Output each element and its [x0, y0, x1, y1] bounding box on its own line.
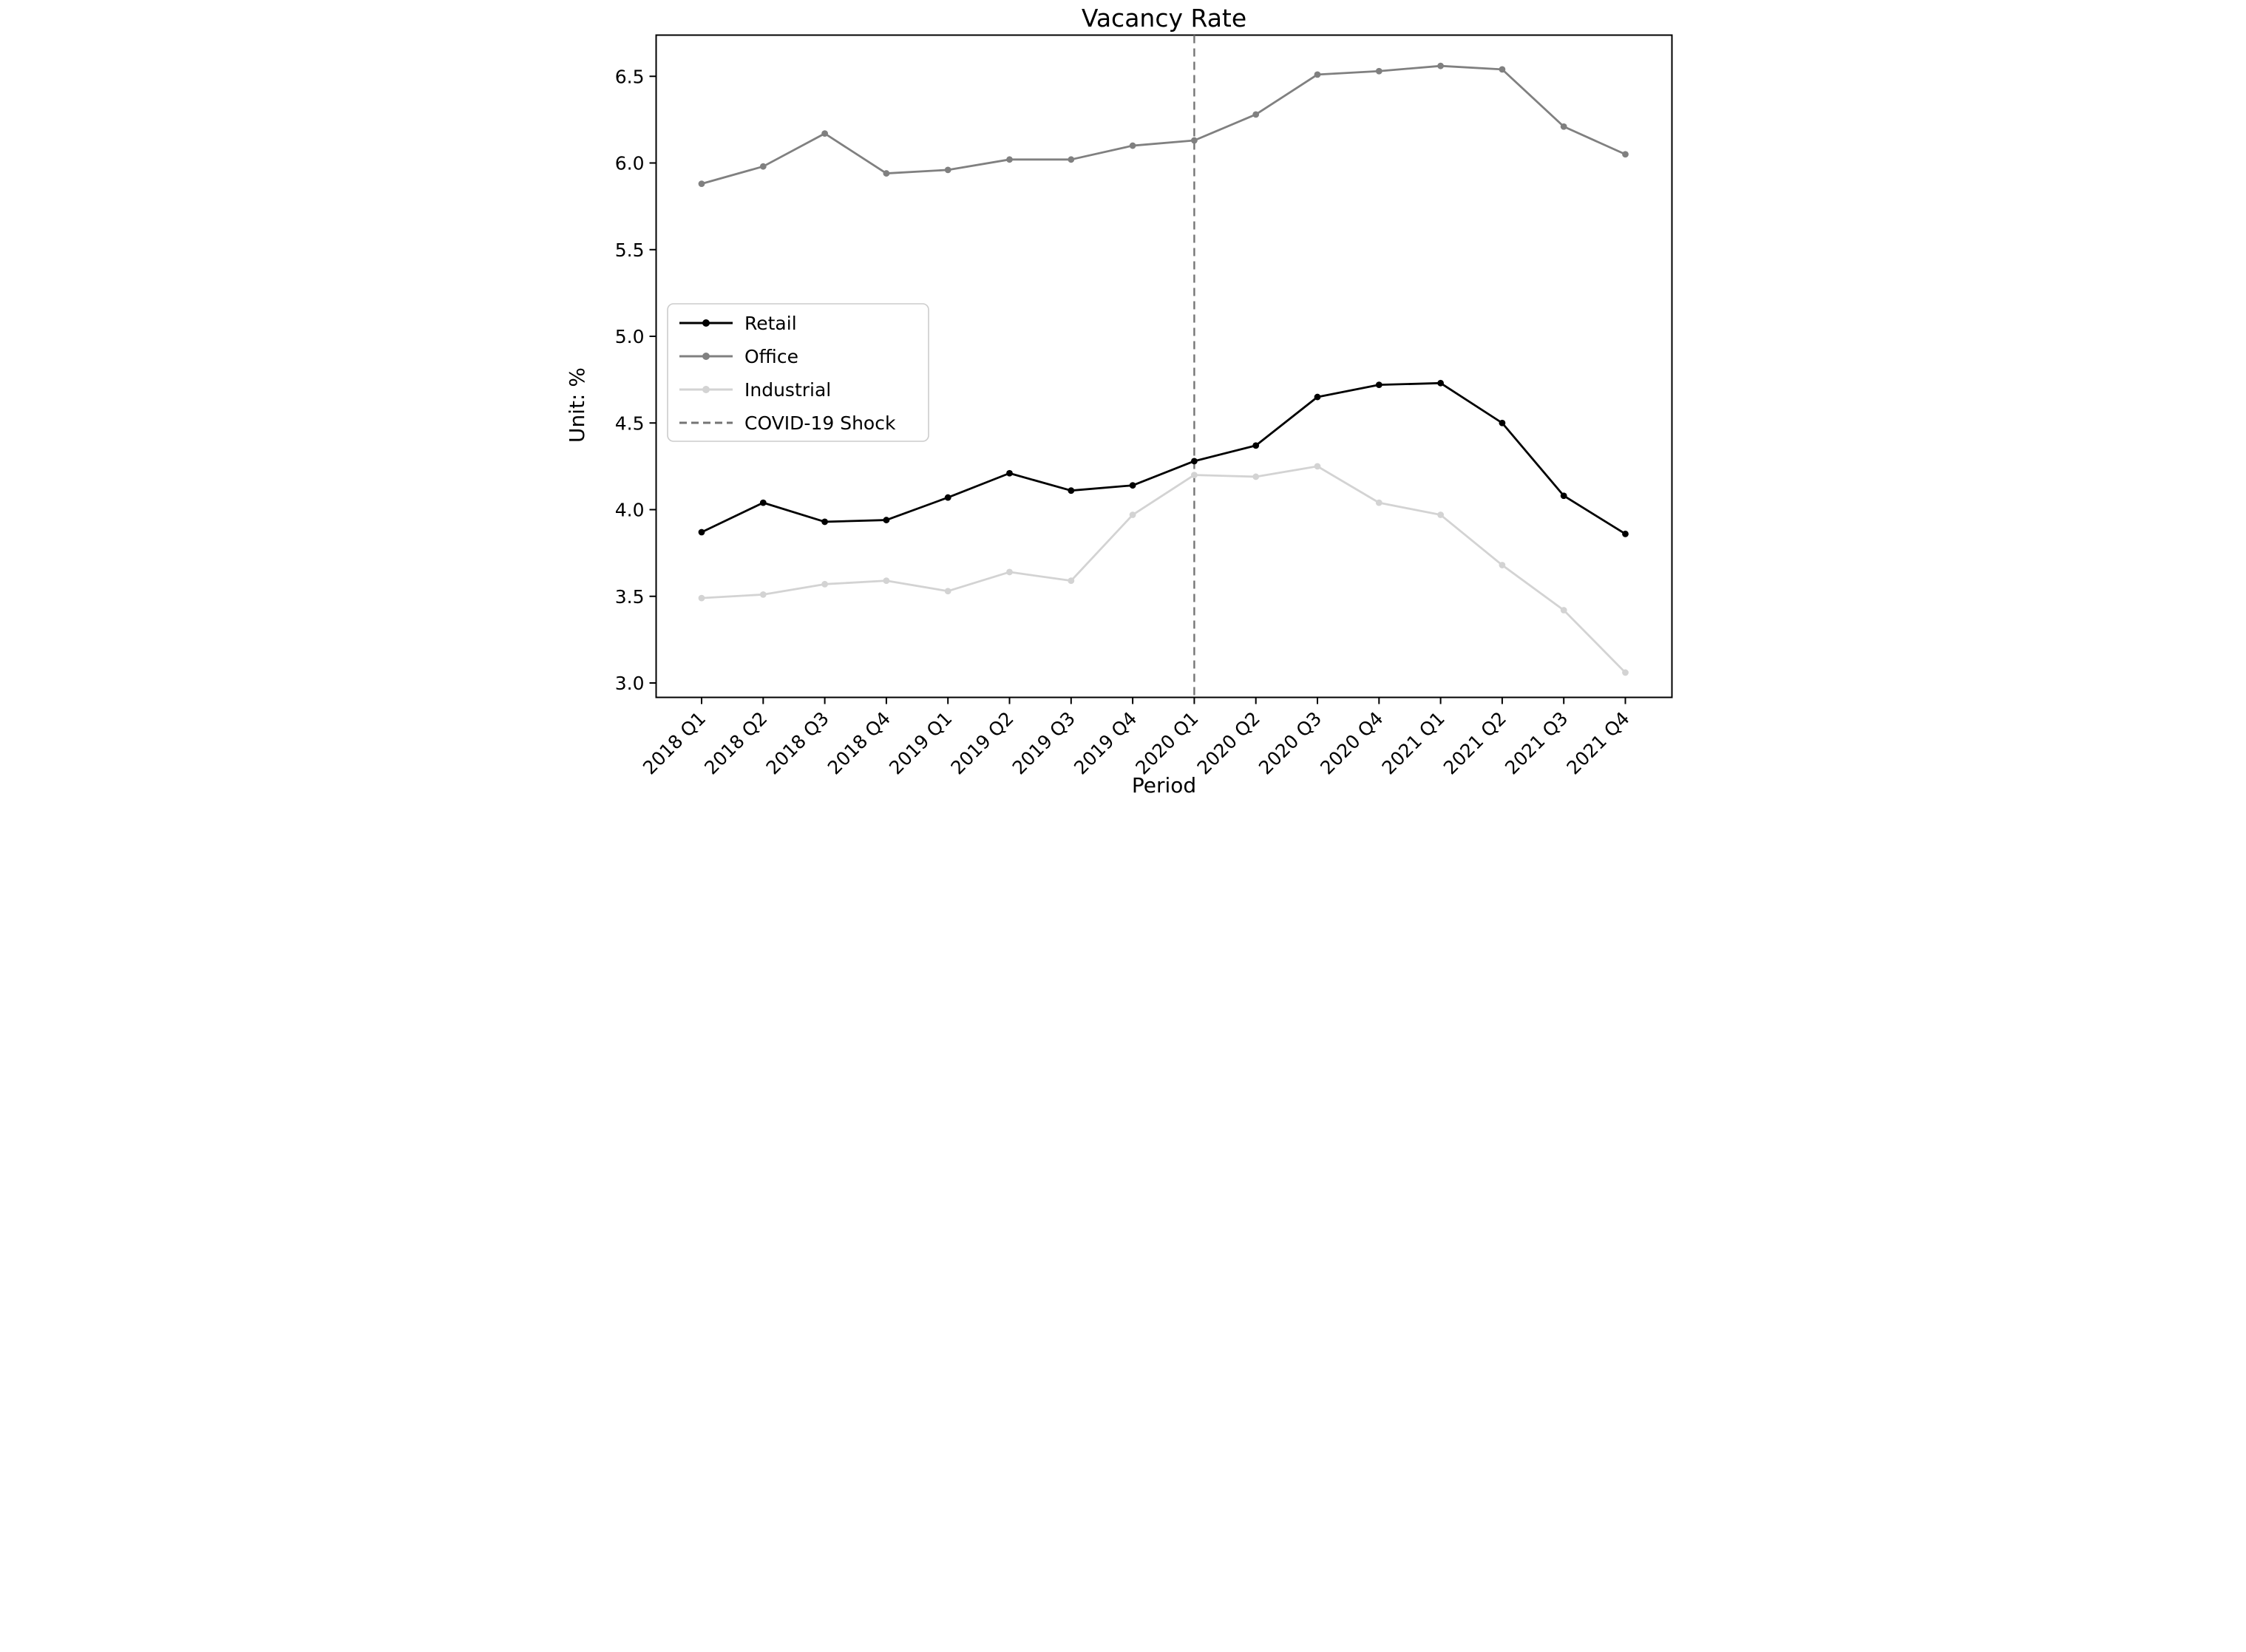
office-marker — [1621, 151, 1629, 158]
industrial-marker — [944, 588, 951, 595]
office-marker — [759, 163, 767, 170]
industrial-marker — [1067, 577, 1074, 585]
retail-marker — [698, 528, 705, 536]
x-tick-label: 2021 Q3 — [1501, 707, 1572, 778]
x-tick-label: 2018 Q3 — [761, 707, 832, 778]
industrial-marker — [1560, 607, 1567, 613]
legend-sample-marker — [702, 386, 710, 393]
retail-marker — [1067, 487, 1074, 494]
office-marker — [1005, 156, 1013, 163]
office-marker — [1436, 62, 1444, 69]
office-marker — [1067, 156, 1074, 163]
x-tick-label: 2020 Q3 — [1254, 707, 1325, 778]
office-marker — [944, 166, 951, 174]
x-tick-label: 2020 Q2 — [1192, 707, 1263, 778]
y-axis-title: Unit: % — [565, 367, 589, 443]
industrial-series-line — [701, 465, 1626, 673]
x-tick-label: 2019 Q3 — [1008, 707, 1079, 778]
legend-sample-marker — [702, 353, 710, 360]
industrial-marker — [1252, 473, 1259, 480]
office-marker — [883, 170, 889, 177]
legend-sample-marker — [702, 319, 710, 327]
legend-item-label: COVID-19 Shock — [744, 412, 896, 434]
x-tick-label: 2021 Q2 — [1439, 707, 1510, 778]
retail-marker — [821, 518, 828, 526]
industrial-marker — [1005, 568, 1013, 576]
x-axis-title: Period — [1131, 773, 1195, 798]
legend-item-label: Industrial — [744, 379, 831, 401]
y-tick-label: 5.5 — [614, 239, 644, 261]
industrial-marker — [1621, 669, 1629, 676]
industrial-marker — [821, 580, 828, 588]
retail-marker — [1560, 492, 1567, 500]
office-marker — [1499, 66, 1505, 73]
x-tick-label: 2021 Q1 — [1377, 707, 1448, 778]
x-tick-label: 2021 Q4 — [1562, 707, 1633, 778]
x-tick-label: 2019 Q2 — [946, 707, 1017, 778]
y-tick-label: 5.0 — [614, 326, 644, 347]
retail-marker — [1436, 379, 1444, 387]
industrial-marker — [759, 591, 767, 598]
y-tick-label: 4.5 — [614, 412, 644, 434]
office-marker — [1560, 123, 1567, 130]
office-marker — [1252, 111, 1259, 118]
plot-frame — [655, 34, 1672, 698]
retail-marker — [1375, 381, 1382, 389]
x-tick-label: 2018 Q2 — [700, 707, 771, 778]
retail-marker — [1190, 458, 1198, 465]
y-tick-label: 6.5 — [614, 66, 644, 87]
x-tick-label: 2018 Q4 — [823, 707, 894, 778]
retail-marker — [759, 499, 767, 506]
figure: Vacancy Rate Period Unit: % 3.0 3.5 4.0 4.5… — [561, 0, 1685, 826]
vacancy-rate-line-chart: Vacancy Rate Period Unit: % 3.0 3.5 4.0 4.5… — [565, 4, 1672, 798]
industrial-marker — [1499, 562, 1505, 568]
retail-marker — [1499, 419, 1505, 426]
y-tick-label: 4.0 — [614, 500, 644, 521]
office-marker — [821, 130, 828, 137]
office-marker — [1314, 71, 1320, 78]
x-tick-label: 2019 Q4 — [1070, 707, 1141, 778]
x-tick-label: 2018 Q1 — [638, 707, 709, 778]
industrial-marker — [698, 594, 705, 602]
retail-series-line — [700, 381, 1626, 535]
retail-marker — [1129, 482, 1136, 489]
industrial-marker — [1190, 472, 1198, 478]
legend-box — [666, 303, 929, 442]
retail-marker — [944, 494, 951, 501]
industrial-marker — [1436, 511, 1444, 518]
industrial-marker — [1314, 463, 1320, 470]
retail-marker — [1252, 442, 1259, 449]
legend-item-label: Office — [744, 346, 798, 367]
x-tick-label: 2020 Q1 — [1131, 707, 1202, 778]
retail-marker — [1621, 530, 1629, 537]
x-tick-label: 2020 Q4 — [1316, 707, 1387, 778]
industrial-marker — [1129, 511, 1136, 518]
industrial-marker — [883, 577, 889, 585]
retail-marker — [1005, 469, 1013, 477]
office-marker — [1129, 142, 1136, 149]
office-marker — [698, 180, 705, 188]
y-tick-label: 3.0 — [614, 673, 644, 694]
office-marker — [1190, 137, 1198, 144]
retail-marker — [1314, 393, 1320, 401]
industrial-marker — [1375, 499, 1382, 506]
y-tick-label: 3.5 — [614, 586, 644, 608]
office-marker — [1375, 67, 1382, 75]
x-tick-label: 2019 Q1 — [885, 707, 956, 778]
retail-marker — [883, 517, 889, 523]
chart-title: Vacancy Rate — [1081, 4, 1246, 33]
office-series-line — [701, 64, 1626, 185]
y-tick-label: 6.0 — [614, 153, 644, 174]
legend-item-label: Retail — [744, 313, 797, 334]
